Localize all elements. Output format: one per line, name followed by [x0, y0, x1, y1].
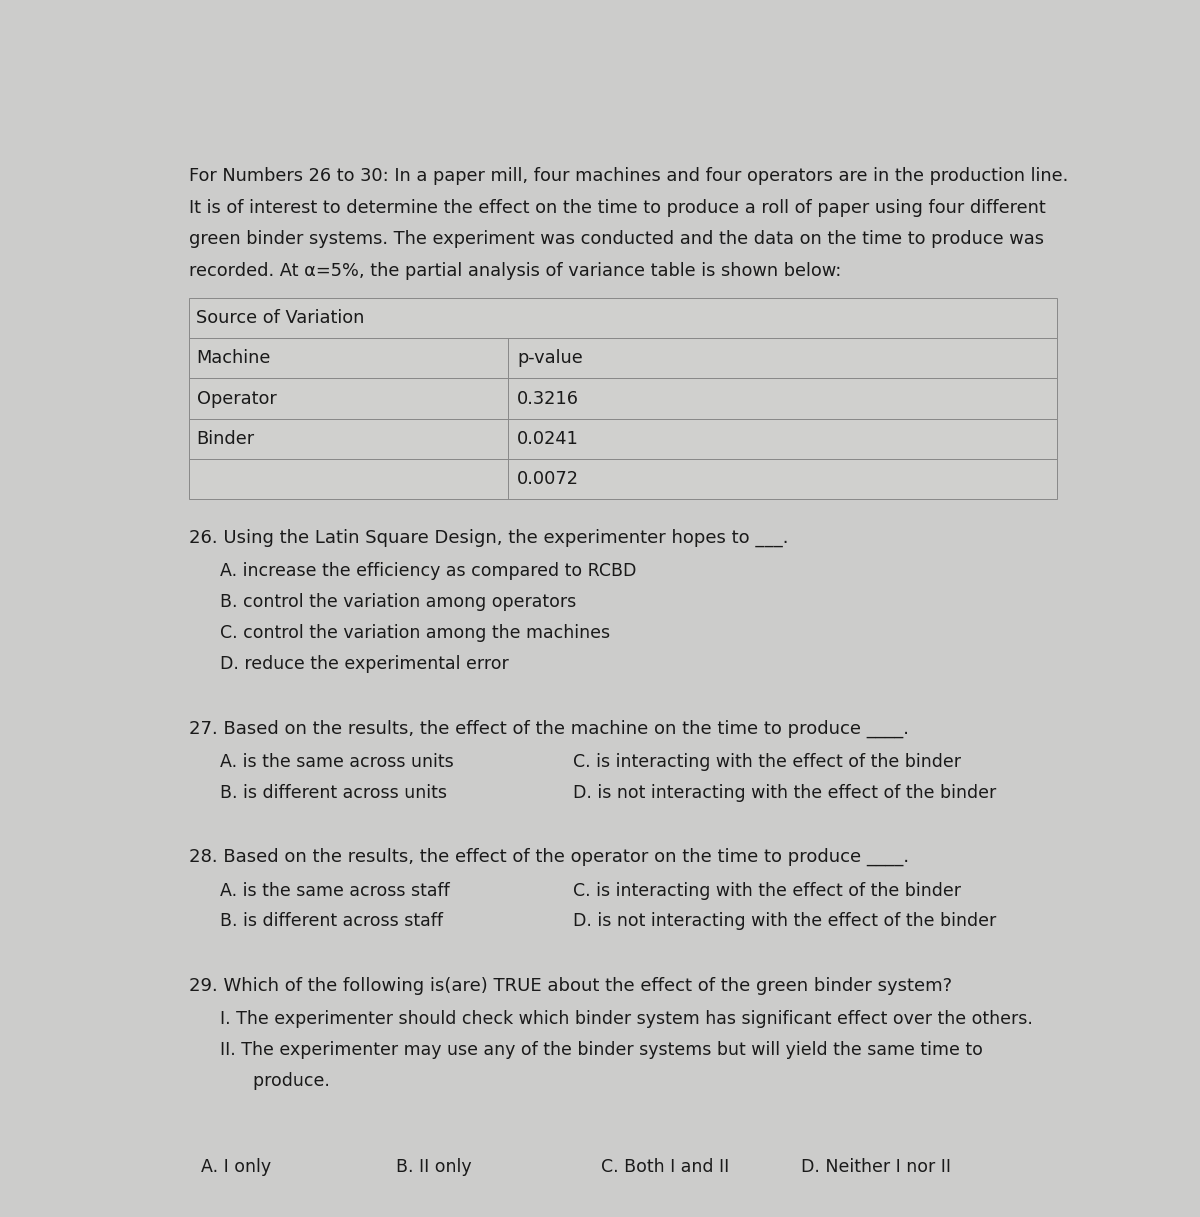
Text: D. reduce the experimental error: D. reduce the experimental error	[220, 655, 509, 673]
Bar	[190, 378, 1057, 419]
Text: C. Both I and II: C. Both I and II	[601, 1159, 730, 1176]
Text: 0.0072: 0.0072	[517, 470, 580, 488]
Bar	[190, 419, 1057, 459]
Bar	[190, 459, 1057, 499]
Bar	[190, 338, 1057, 378]
Text: A. I only: A. I only	[202, 1159, 271, 1176]
Bar	[190, 298, 1057, 338]
Text: produce.: produce.	[220, 1072, 330, 1090]
Text: For Numbers 26 to 30: In a paper mill, four machines and four operators are in t: For Numbers 26 to 30: In a paper mill, f…	[190, 167, 1068, 185]
Text: C. control the variation among the machines: C. control the variation among the machi…	[220, 624, 610, 643]
Text: Source of Variation: Source of Variation	[197, 309, 365, 327]
Text: Operator: Operator	[197, 389, 276, 408]
Text: I. The experimenter should check which binder system has significant effect over: I. The experimenter should check which b…	[220, 1010, 1033, 1028]
Text: 0.0241: 0.0241	[517, 430, 580, 448]
Text: It is of interest to determine the effect on the time to produce a roll of paper: It is of interest to determine the effec…	[190, 198, 1046, 217]
Text: p-value: p-value	[517, 349, 583, 368]
Text: 28. Based on the results, the effect of the operator on the time to produce ____: 28. Based on the results, the effect of …	[190, 848, 910, 867]
Text: C. is interacting with the effect of the binder: C. is interacting with the effect of the…	[574, 881, 961, 899]
Text: B. control the variation among operators: B. control the variation among operators	[220, 593, 576, 611]
Text: 26. Using the Latin Square Design, the experimenter hopes to ___.: 26. Using the Latin Square Design, the e…	[190, 529, 788, 548]
Text: recorded. At α=5%, the partial analysis of variance table is shown below:: recorded. At α=5%, the partial analysis …	[190, 262, 841, 280]
Text: 27. Based on the results, the effect of the machine on the time to produce ____.: 27. Based on the results, the effect of …	[190, 719, 910, 738]
Text: Binder: Binder	[197, 430, 254, 448]
Text: A. is the same across staff: A. is the same across staff	[220, 881, 450, 899]
Text: Machine: Machine	[197, 349, 271, 368]
Text: D. is not interacting with the effect of the binder: D. is not interacting with the effect of…	[574, 913, 996, 931]
Text: 0.3216: 0.3216	[517, 389, 580, 408]
Text: C. is interacting with the effect of the binder: C. is interacting with the effect of the…	[574, 753, 961, 770]
Text: D. is not interacting with the effect of the binder: D. is not interacting with the effect of…	[574, 784, 996, 802]
Text: green binder systems. The experiment was conducted and the data on the time to p: green binder systems. The experiment was…	[190, 230, 1044, 248]
Text: 29. Which of the following is(are) TRUE about the effect of the green binder sys: 29. Which of the following is(are) TRUE …	[190, 977, 952, 994]
Text: B. is different across staff: B. is different across staff	[220, 913, 443, 931]
Text: A. is the same across units: A. is the same across units	[220, 753, 454, 770]
Text: A. increase the efficiency as compared to RCBD: A. increase the efficiency as compared t…	[220, 562, 636, 581]
Text: B. II only: B. II only	[396, 1159, 472, 1176]
Text: II. The experimenter may use any of the binder systems but will yield the same t: II. The experimenter may use any of the …	[220, 1042, 983, 1059]
Text: D. Neither I nor II: D. Neither I nor II	[802, 1159, 952, 1176]
Text: B. is different across units: B. is different across units	[220, 784, 446, 802]
